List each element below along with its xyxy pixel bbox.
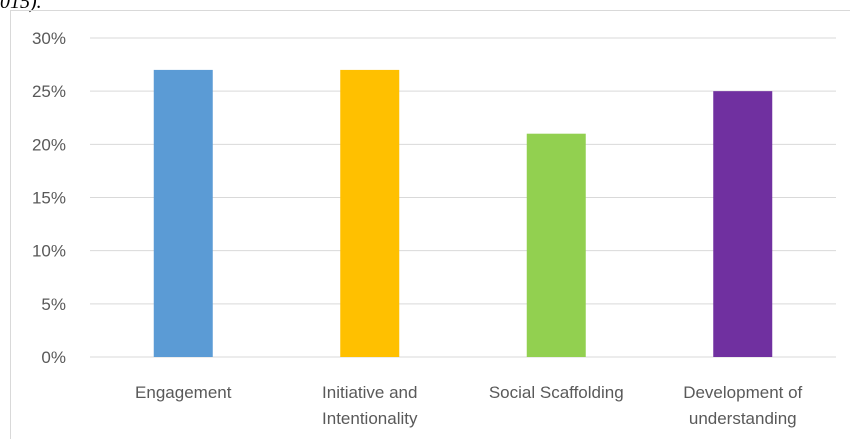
y-tick-label: 20% [32,135,66,154]
y-tick-label: 30% [32,29,66,48]
x-axis-labels: Engagement Initiative and Intentionality So… [135,383,803,428]
bar [713,91,773,358]
bars [153,69,773,358]
y-tick-label: 15% [32,189,66,208]
chart-frame [10,10,850,439]
gridlines [90,37,836,358]
y-tick-label: 0% [41,348,66,367]
y-tick-label: 5% [41,295,66,314]
x-category-label: Development of understanding [683,383,802,428]
bar [340,69,400,358]
y-tick-label: 10% [32,242,66,261]
x-category-label: Social Scaffolding [489,383,624,402]
y-tick-label: 25% [32,82,66,101]
bar [153,69,213,358]
x-category-label: Engagement [135,383,232,402]
clipped-caption: 015). [0,0,42,13]
y-axis-ticks: 0% 5% 10% 15% 20% 25% 30% [32,29,66,367]
bar [526,133,586,357]
x-category-label: Initiative and Intentionality [322,383,418,428]
